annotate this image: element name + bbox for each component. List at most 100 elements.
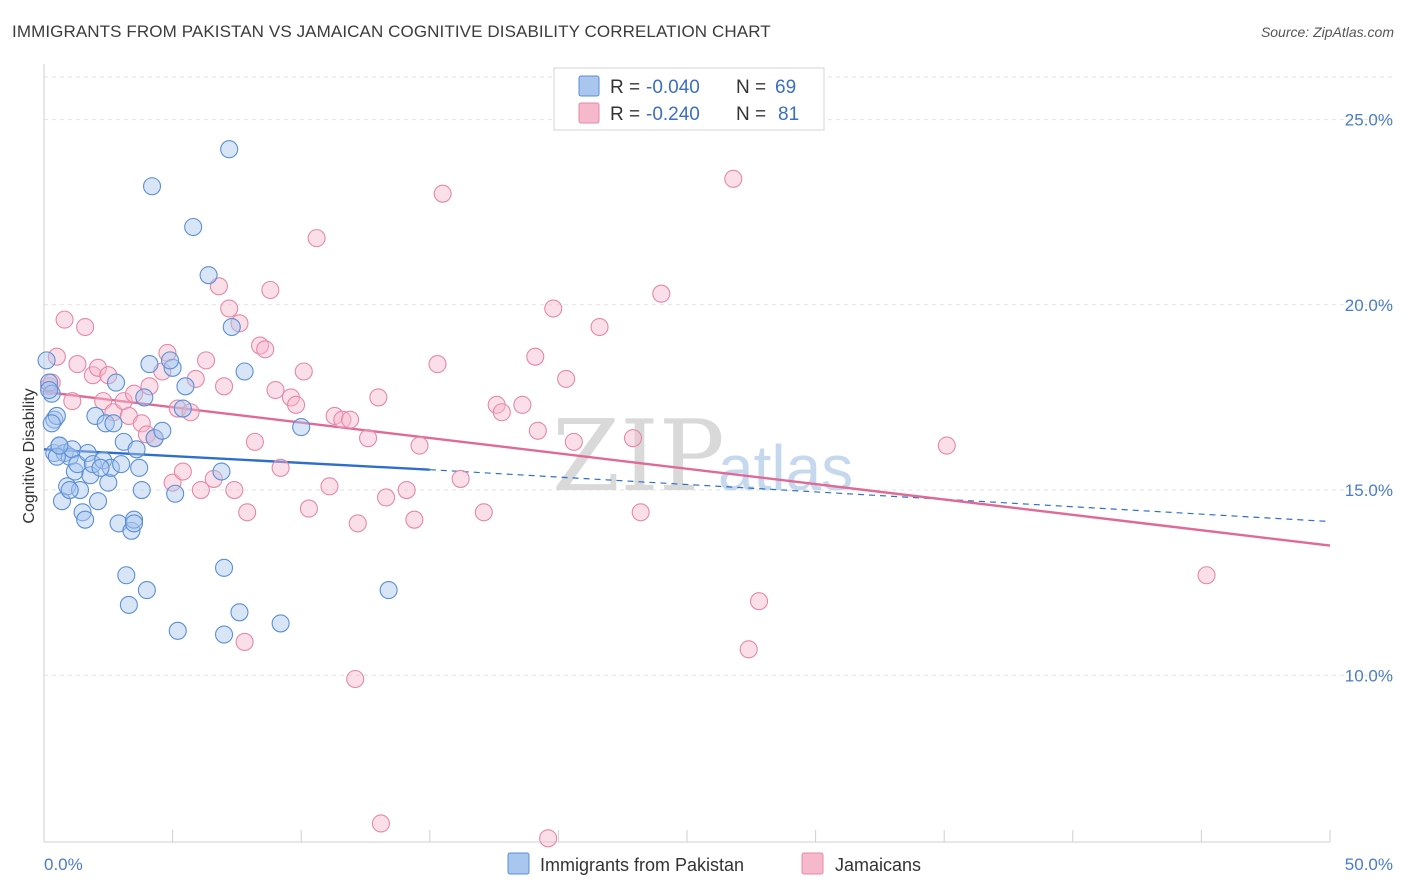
point-jamaicans xyxy=(557,369,576,388)
point-pakistan xyxy=(76,510,95,529)
point-pakistan xyxy=(60,480,79,500)
point-jamaicans xyxy=(320,477,339,496)
point-pakistan xyxy=(166,484,185,503)
trend-line-jamaicans xyxy=(43,390,1331,547)
point-jamaicans xyxy=(410,436,429,455)
point-pakistan xyxy=(88,492,108,511)
point-jamaicans xyxy=(428,355,447,374)
watermark-zip: ZIP xyxy=(552,400,725,514)
point-pakistan xyxy=(140,355,159,374)
point-pakistan xyxy=(132,480,151,500)
axes xyxy=(43,64,1331,843)
point-pakistan xyxy=(230,603,249,622)
point-pakistan xyxy=(65,462,84,481)
legend-r-value: -0.240 xyxy=(646,104,700,125)
point-pakistan xyxy=(137,581,156,600)
point-jamaicans xyxy=(238,503,257,522)
chart-title: IMMIGRANTS FROM PAKISTAN VS JAMAICAN COG… xyxy=(12,22,771,41)
point-jamaicans xyxy=(397,480,416,500)
trend-line-pakistan-dashed xyxy=(429,469,1331,523)
point-jamaicans xyxy=(245,432,264,451)
legend-swatch-jamaicans xyxy=(578,102,600,124)
legend-swatch-pakistan xyxy=(578,75,600,97)
point-jamaicans xyxy=(186,369,205,388)
point-pakistan xyxy=(50,436,69,455)
point-pakistan xyxy=(130,458,149,477)
point-jamaicans xyxy=(474,503,493,522)
point-pakistan xyxy=(176,377,195,396)
point-pakistan xyxy=(160,351,180,370)
point-jamaicans xyxy=(294,362,313,381)
point-pakistan xyxy=(124,514,144,533)
point-jamaicans xyxy=(99,366,118,385)
point-jamaicans xyxy=(163,473,182,492)
watermark: ZIP atlas xyxy=(552,400,853,514)
point-jamaicans xyxy=(544,299,563,318)
point-pakistan xyxy=(163,358,182,377)
point-pakistan xyxy=(214,625,234,644)
point-pakistan xyxy=(40,373,59,392)
point-jamaicans xyxy=(261,280,280,300)
point-jamaicans xyxy=(271,458,290,477)
bottom-legend-swatch-pakistan xyxy=(507,852,530,875)
point-jamaicans xyxy=(214,377,234,396)
point-jamaicans xyxy=(371,814,390,833)
point-jamaicans xyxy=(451,469,470,488)
point-pakistan xyxy=(91,458,110,477)
point-jamaicans xyxy=(196,351,216,370)
bottom-legend-swatch-jamaicans xyxy=(801,852,824,875)
watermark-atlas: atlas xyxy=(718,432,853,504)
legend-n-label: N = xyxy=(736,104,766,125)
point-jamaicans xyxy=(173,462,192,481)
point-jamaicans xyxy=(266,380,285,400)
point-pakistan xyxy=(271,614,290,633)
legend-r-value: -0.040 xyxy=(646,77,700,98)
point-jamaicans xyxy=(590,317,609,337)
point-pakistan xyxy=(153,421,172,440)
point-jamaicans xyxy=(513,395,532,414)
point-pakistan xyxy=(81,466,100,485)
point-jamaicans xyxy=(492,403,511,422)
point-pakistan xyxy=(379,581,398,600)
point-jamaicans xyxy=(209,277,228,296)
point-pakistan xyxy=(104,414,123,433)
point-jamaicans xyxy=(652,284,671,303)
x-tick-labels: 0.0% 50.0% xyxy=(44,855,1393,874)
point-pakistan xyxy=(142,177,162,196)
point-jamaicans xyxy=(564,432,583,451)
point-pakistan xyxy=(42,414,61,433)
point-jamaicans xyxy=(341,410,360,429)
point-jamaicans xyxy=(937,436,956,455)
point-jamaicans xyxy=(333,410,352,429)
point-jamaicans xyxy=(359,429,378,448)
y-axis-label: Cognitive Disability xyxy=(21,388,38,523)
legend-r-label: R = xyxy=(610,104,640,125)
legend-n-value: 69 xyxy=(775,77,796,98)
point-pakistan xyxy=(94,451,113,470)
point-jamaicans xyxy=(346,669,365,689)
point-jamaicans xyxy=(348,514,367,533)
point-pakistan xyxy=(145,429,164,448)
point-pakistan xyxy=(73,503,92,522)
point-pakistan xyxy=(220,140,239,159)
point-jamaicans xyxy=(377,488,396,507)
point-jamaicans xyxy=(739,640,758,659)
y-tick-label: 15.0% xyxy=(1345,481,1393,500)
point-pakistan xyxy=(78,443,97,463)
legend-n-value: 81 xyxy=(778,104,799,125)
point-jamaicans xyxy=(1197,566,1216,585)
point-jamaicans xyxy=(528,421,547,440)
point-pakistan xyxy=(96,414,115,433)
point-pakistan xyxy=(86,406,105,426)
y-tick-label: 25.0% xyxy=(1345,111,1393,130)
point-jamaicans xyxy=(749,592,769,611)
legend-r-label: R = xyxy=(610,77,640,98)
point-pakistan xyxy=(40,380,59,400)
point-jamaicans xyxy=(235,632,254,651)
point-jamaicans xyxy=(225,480,244,500)
point-jamaicans xyxy=(256,340,275,359)
point-pakistan xyxy=(212,462,231,481)
point-jamaicans xyxy=(191,480,210,500)
point-jamaicans xyxy=(140,377,159,396)
